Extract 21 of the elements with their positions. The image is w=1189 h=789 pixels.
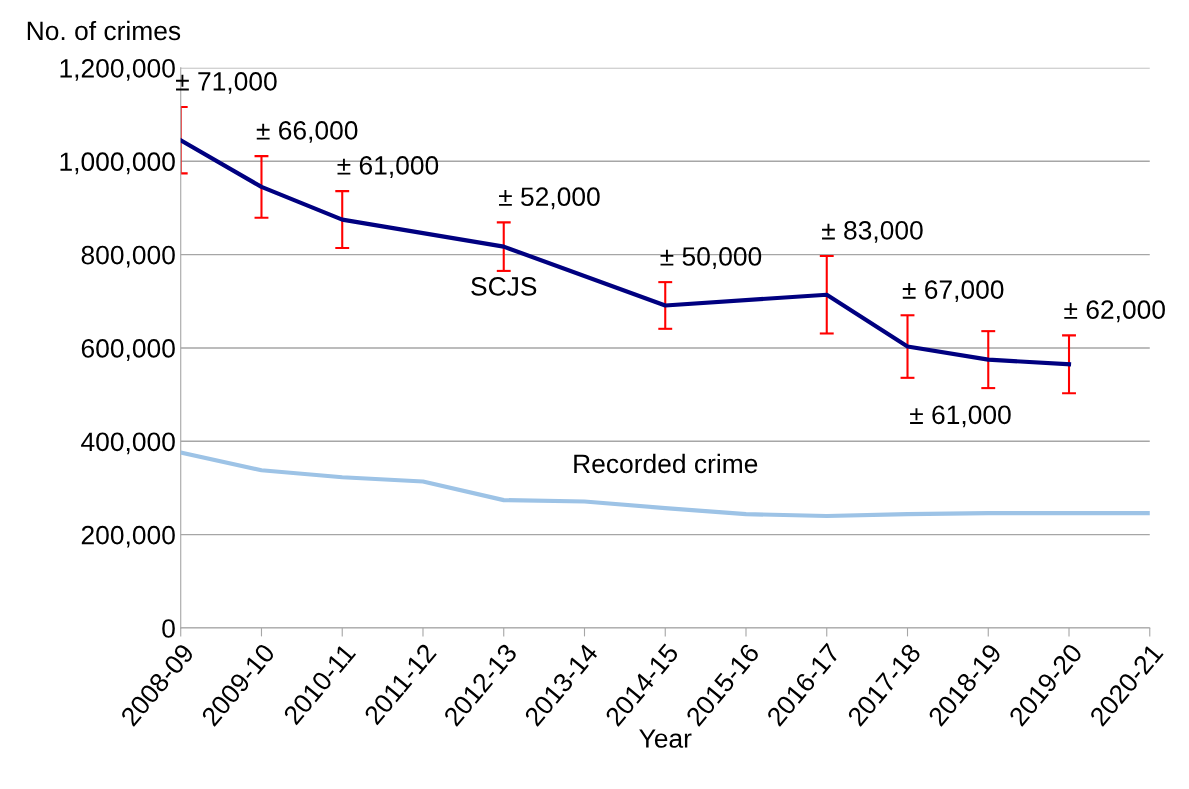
y-axis-title: No. of crimes [27,20,181,41]
annotation: ± 66,000 [256,121,358,143]
series-label: SCJS [471,277,537,296]
annotation: ± 52,000 [499,187,600,210]
y-tick-label: 1,200,000 [60,58,175,81]
annotation: ± 83,000 [822,220,923,243]
annotation: ± 50,000 [660,247,762,269]
annotation: ± 71,000 [176,72,277,94]
series-label: Recorded crime [574,453,758,474]
annotation: ± 61,000 [337,156,439,178]
line-series [180,450,1150,519]
y-tick-label: 200,000 [81,525,175,548]
annotation: ± 61,000 [910,405,1011,428]
x-axis-title: Year [639,729,692,748]
y-tick-label: 800,000 [81,245,175,268]
y-tick-label: 400,000 [81,432,175,455]
annotation: ± 62,000 [1064,300,1165,323]
annotation: ± 67,000 [902,280,1004,303]
y-tick-label: 0 [162,619,175,638]
y-tick-label: 600,000 [81,339,175,361]
y-tick-label: 1,000,000 [60,152,175,175]
